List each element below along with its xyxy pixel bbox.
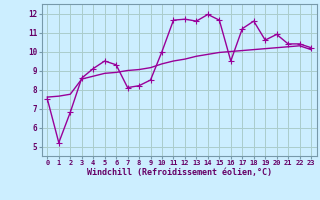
X-axis label: Windchill (Refroidissement éolien,°C): Windchill (Refroidissement éolien,°C) — [87, 168, 272, 177]
